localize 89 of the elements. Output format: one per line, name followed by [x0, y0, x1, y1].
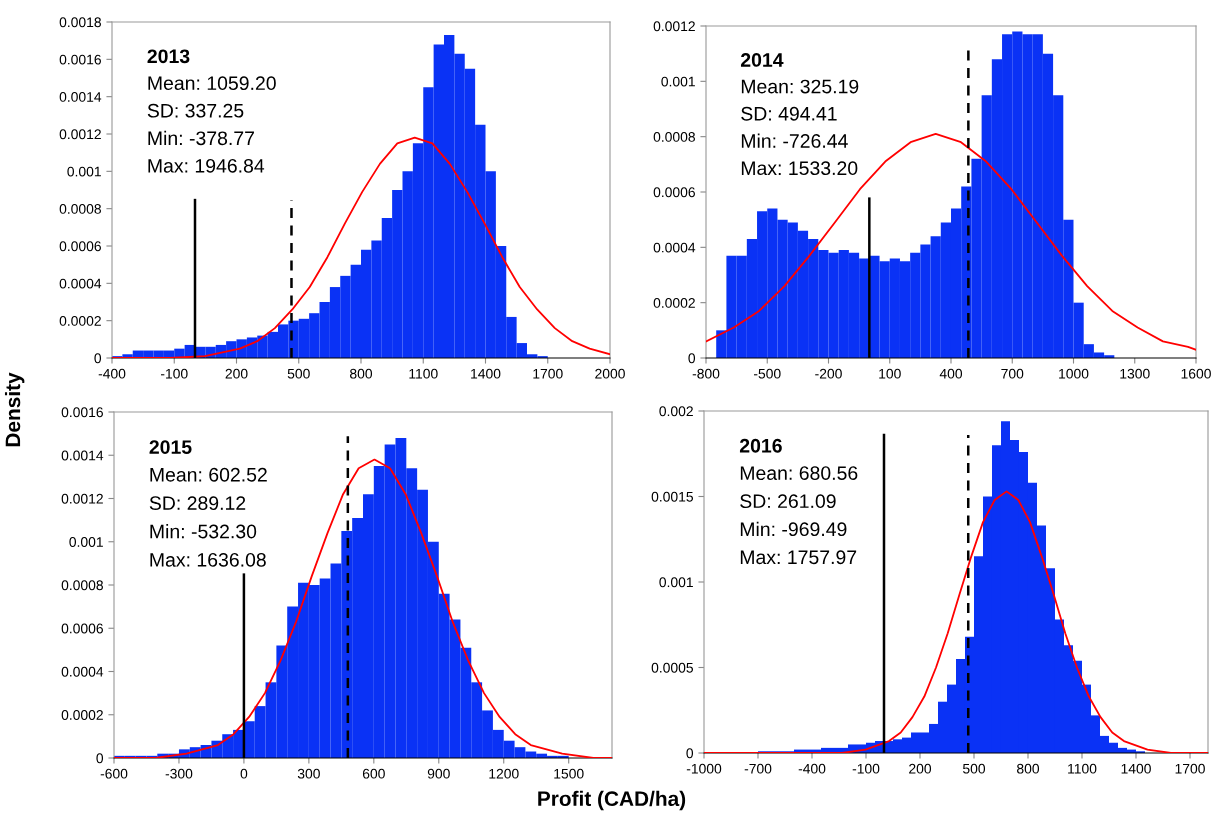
annotation: Max: 1636.08	[150, 552, 266, 567]
x-tick-label: 1500	[554, 768, 584, 779]
annotation: Max: 1946.84	[148, 158, 265, 173]
annotation: Min: -532.30	[150, 524, 257, 539]
x-tick-label: 1200	[489, 768, 519, 779]
annotation: Mean: 1059.20	[148, 76, 276, 91]
x-tick-label: 1700	[1175, 763, 1205, 774]
y-tick-label: 0.0016	[61, 407, 103, 418]
annotation: SD: 261.09	[740, 494, 836, 509]
x-tick-label: 1700	[533, 368, 563, 379]
y-tick-label: 0	[686, 748, 694, 759]
x-tick-label: 1100	[409, 368, 438, 379]
y-tick-label: 0.0005	[651, 662, 694, 673]
x-tick-label: 1000	[1059, 368, 1089, 379]
x-tick-label: 1400	[471, 368, 501, 379]
y-tick-label: 0.0012	[653, 21, 695, 32]
annotation: SD: 494.41	[741, 106, 837, 121]
x-tick-label: 100	[879, 368, 901, 379]
x-tick-label: 800	[350, 368, 373, 379]
x-tick-label: 0	[240, 768, 248, 779]
y-tick-label: 0.0002	[61, 710, 103, 720]
annotation: Mean: 680.56	[740, 466, 858, 480]
y-tick-label: 0.0002	[59, 316, 101, 326]
y-tick-label: 0.0006	[653, 187, 695, 198]
y-tick-label: 0.001	[659, 577, 693, 588]
y-tick-label: 0.001	[67, 166, 101, 177]
x-tick-label: 600	[362, 768, 385, 779]
x-tick-label: 500	[962, 763, 986, 774]
y-tick-label: 0.0004	[653, 242, 696, 253]
y-tick-label: 0.0012	[59, 129, 101, 140]
y-tick-label: 0.0014	[59, 92, 102, 102]
x-tick-label: -200	[815, 368, 842, 379]
x-tick-label: 700	[1001, 368, 1024, 379]
x-tick-label: 500	[287, 368, 310, 379]
y-tick-label: 0.001	[661, 76, 695, 87]
y-tick-label: 0.0018	[59, 17, 101, 28]
x-tick-label: -400	[98, 368, 126, 379]
x-tick-label: 800	[1017, 763, 1040, 774]
y-tick-label: 0.0016	[59, 54, 101, 65]
y-tick-label: 0.0004	[61, 666, 104, 677]
x-tick-label: 400	[939, 368, 963, 379]
y-axis-title: Density	[4, 372, 25, 447]
text: 2013	[147, 49, 190, 64]
x-tick-label: 1300	[1120, 368, 1150, 379]
annotation: Min: -969.49	[740, 521, 847, 537]
x-tick-label: 200	[225, 368, 248, 379]
y-tick-label: 0.0008	[61, 580, 103, 591]
annotation: Min: -726.44	[741, 133, 848, 148]
x-tick-label: 300	[297, 768, 320, 779]
x-tick-label: 1600	[1181, 368, 1211, 379]
y-tick-label: 0.0004	[59, 278, 102, 289]
y-tick-label: 0.001	[69, 537, 103, 547]
y-tick-label: 0.0006	[61, 623, 103, 634]
y-tick-label: 0.0015	[651, 491, 694, 502]
y-tick-label: 0.0008	[59, 204, 101, 214]
annotation: SD: 289.12	[149, 496, 246, 511]
annotation: Mean: 602.52	[150, 467, 267, 482]
x-tick-label: -700	[744, 763, 772, 774]
x-tick-label: -500	[753, 368, 781, 379]
x-tick-label: -100	[160, 368, 188, 379]
x-tick-label: -600	[100, 768, 128, 779]
y-tick-label: 0.0002	[653, 298, 695, 308]
y-tick-label: 0.002	[659, 406, 693, 417]
text: 2016	[739, 438, 782, 453]
x-tick-label: -400	[798, 763, 826, 774]
text: 2015	[149, 440, 192, 454]
x-tick-label: 2000	[595, 368, 625, 379]
annotation: SD: 337.25	[147, 103, 244, 118]
x-tick-label: 1400	[1121, 763, 1151, 774]
x-tick-label: -300	[165, 768, 193, 779]
x-tick-label: 1100	[1068, 763, 1097, 774]
annotation: Max: 1757.97	[740, 550, 857, 565]
y-tick-label: 0.0008	[653, 132, 695, 142]
x-tick-label: 900	[427, 768, 450, 779]
x-axis-title: Profit (CAD/ha)	[538, 790, 686, 811]
y-tick-label: 0.0014	[61, 450, 104, 461]
x-tick-label: -100	[852, 763, 880, 774]
annotation: Max: 1533.20	[741, 161, 858, 176]
x-tick-label: 200	[909, 763, 932, 774]
x-tick-label: -800	[692, 368, 720, 379]
annotation: Mean: 325.19	[741, 79, 859, 94]
text: 2014	[740, 53, 784, 67]
y-tick-label: 0.0012	[61, 493, 103, 504]
y-tick-label: 0	[688, 353, 696, 364]
y-tick-label: 0.0006	[59, 241, 101, 252]
y-tick-label: 0	[94, 353, 102, 364]
y-tick-label: 0	[96, 753, 104, 764]
annotation: Min: -378.77	[148, 130, 254, 146]
x-tick-label: -1000	[686, 763, 722, 774]
